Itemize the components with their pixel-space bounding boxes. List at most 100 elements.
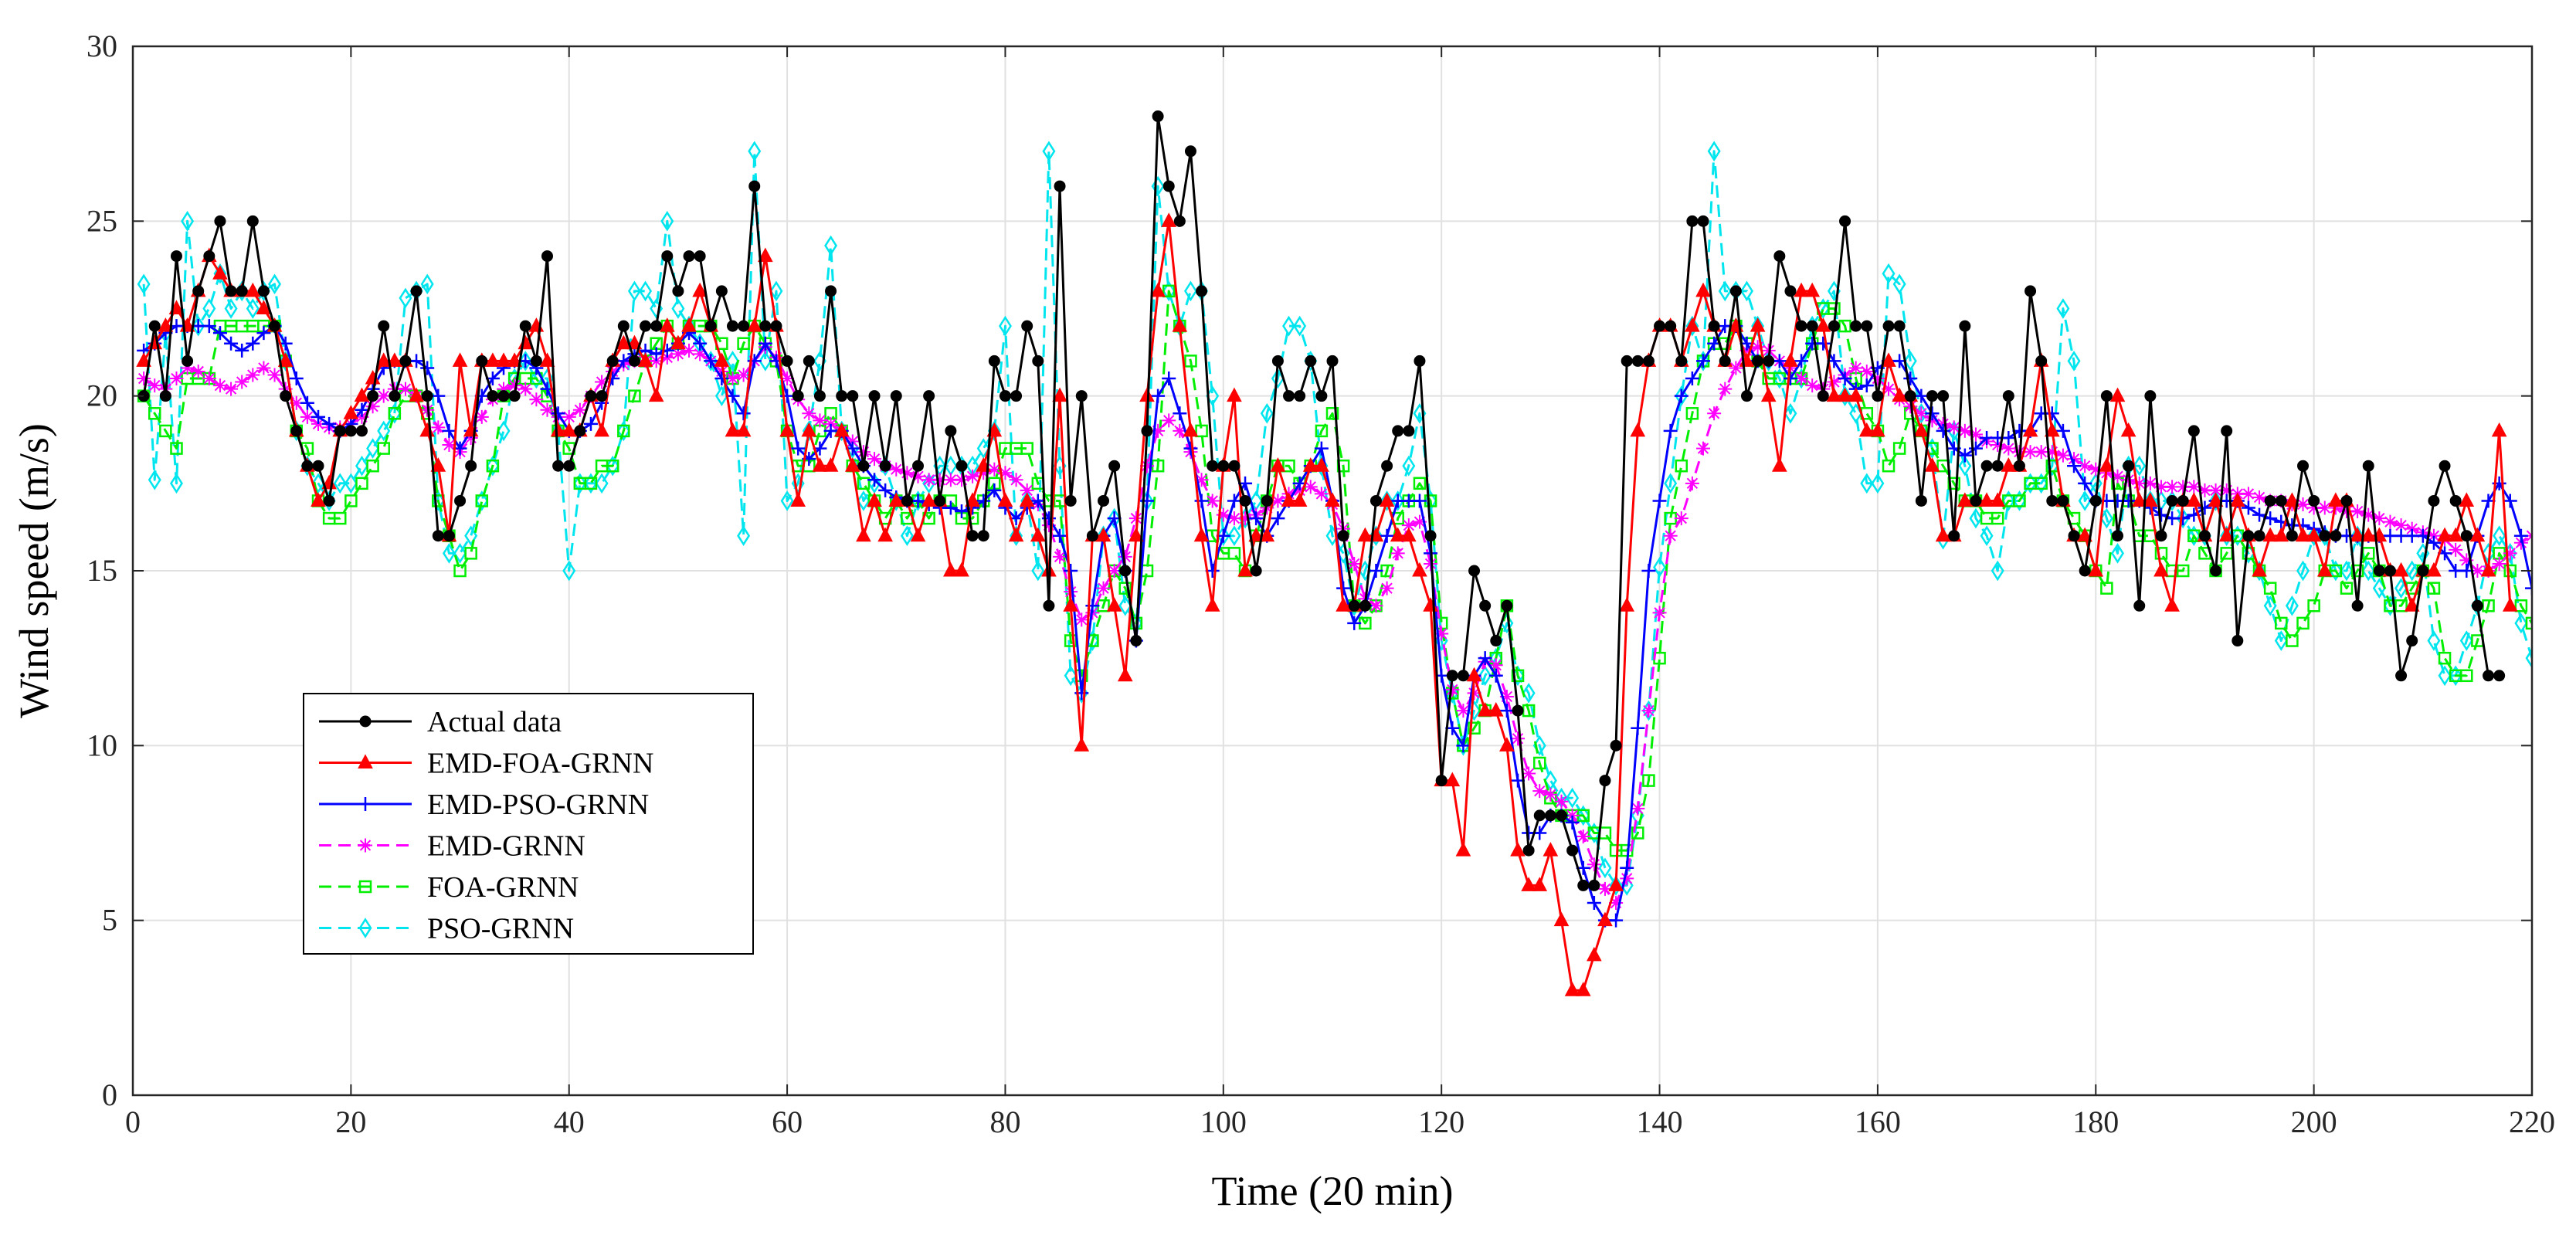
- data-point: [1095, 527, 1112, 542]
- x-axis-label: Time (20 min): [1211, 1168, 1453, 1214]
- data-point: [300, 409, 314, 424]
- data-point: [539, 352, 555, 367]
- data-point: [1566, 844, 1579, 857]
- data-point: [2262, 527, 2278, 542]
- data-point: [202, 319, 216, 334]
- data-point: [649, 354, 664, 368]
- data-point: [1294, 390, 1306, 402]
- data-point: [562, 560, 576, 582]
- data-point: [344, 425, 357, 437]
- data-point: [1173, 406, 1187, 421]
- data-point: [1630, 422, 1646, 437]
- data-point: [322, 416, 337, 431]
- x-tick-label: 80: [989, 1104, 1020, 1139]
- data-point: [1860, 473, 1874, 494]
- data-point: [1654, 320, 1666, 332]
- data-point: [1861, 320, 1873, 332]
- data-point: [476, 355, 488, 367]
- data-point: [966, 469, 980, 483]
- y-tick-label: 5: [102, 903, 117, 938]
- data-point: [1184, 355, 1197, 368]
- x-tick-label: 60: [772, 1104, 803, 1139]
- data-point: [1499, 737, 1515, 752]
- data-point: [2198, 500, 2212, 515]
- data-point: [1882, 263, 1896, 284]
- data-point: [1804, 282, 1821, 297]
- data-point: [2133, 455, 2147, 477]
- data-point: [1598, 857, 1612, 879]
- data-point: [1403, 425, 1415, 437]
- data-point: [1794, 282, 1809, 297]
- data-point: [487, 390, 499, 402]
- data-point: [737, 525, 751, 547]
- data-point: [225, 285, 237, 297]
- data-point: [649, 347, 664, 361]
- data-point: [900, 525, 914, 547]
- data-point: [694, 250, 706, 263]
- data-point: [214, 215, 226, 227]
- data-point: [802, 406, 816, 421]
- data-point: [1030, 527, 1046, 542]
- data-point: [236, 285, 248, 297]
- data-point: [1816, 298, 1830, 319]
- data-point: [748, 141, 762, 162]
- data-point: [671, 298, 685, 319]
- data-point: [2253, 530, 2265, 542]
- data-point: [2187, 425, 2200, 437]
- data-point: [562, 409, 576, 424]
- data-point: [640, 320, 652, 332]
- data-point: [1391, 490, 1405, 511]
- data-point: [2329, 560, 2343, 582]
- data-point: [1414, 355, 1426, 367]
- data-point: [1915, 494, 1927, 507]
- data-point: [2077, 527, 2092, 542]
- data-point: [1217, 525, 1230, 547]
- data-point: [2045, 445, 2059, 460]
- data-point: [431, 420, 446, 435]
- data-point: [868, 390, 881, 402]
- data-point: [1707, 141, 1721, 162]
- data-point: [2001, 457, 2017, 472]
- data-point: [2449, 542, 2463, 557]
- data-point: [1173, 215, 1186, 227]
- data-point: [813, 390, 826, 402]
- data-point: [1903, 351, 1917, 372]
- data-point: [2078, 476, 2092, 490]
- y-tick-label: 20: [87, 378, 117, 413]
- data-point: [159, 424, 172, 438]
- data-point: [1183, 280, 1197, 302]
- x-tick-label: 40: [554, 1104, 585, 1139]
- data-point: [410, 285, 423, 297]
- data-point: [976, 466, 991, 480]
- data-point: [1544, 809, 1556, 822]
- data-point: [997, 492, 1013, 507]
- data-point: [1926, 438, 1939, 459]
- data-point: [2099, 507, 2113, 529]
- data-point: [1685, 407, 1699, 420]
- data-point: [1107, 564, 1122, 578]
- data-point: [1794, 372, 1809, 386]
- data-point: [1760, 387, 1777, 402]
- data-point: [1881, 352, 1896, 367]
- data-point: [1283, 390, 1295, 402]
- data-point: [256, 361, 271, 375]
- data-point: [2525, 647, 2532, 669]
- data-point: [1195, 424, 1208, 438]
- data-point: [1490, 635, 1502, 647]
- data-point: [2153, 480, 2168, 494]
- data-point: [1533, 809, 1546, 822]
- data-point: [2308, 494, 2320, 507]
- data-point: [256, 300, 272, 314]
- data-point: [269, 320, 281, 332]
- legend-marker: [358, 754, 373, 768]
- x-tick-label: 200: [2291, 1104, 2337, 1139]
- data-point: [2340, 494, 2353, 507]
- data-point: [1773, 250, 1786, 263]
- data-point: [2426, 535, 2441, 550]
- data-point: [1773, 368, 1787, 389]
- data-point: [2144, 390, 2157, 402]
- data-point: [550, 422, 566, 437]
- data-point: [1380, 490, 1394, 511]
- data-point: [912, 460, 925, 472]
- data-point: [1707, 406, 1722, 421]
